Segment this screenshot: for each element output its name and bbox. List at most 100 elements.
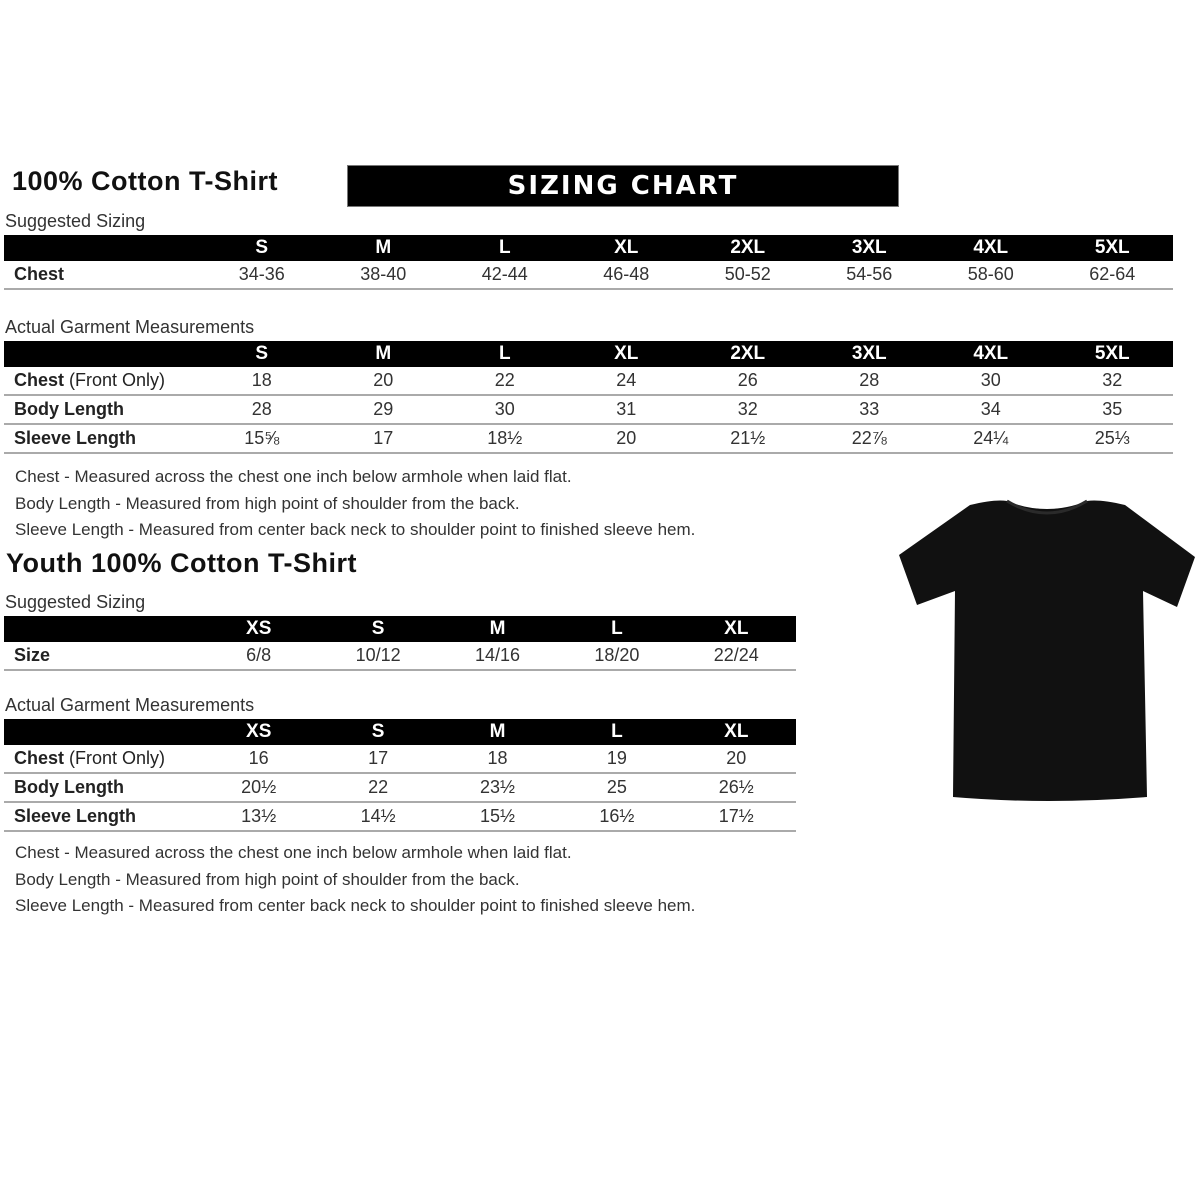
youth-actual-table: XS S M L XL Chest (Front Only) 16 17 18 19 20 Body … — [4, 719, 796, 832]
cell-value: 16 — [199, 745, 319, 774]
tshirt-icon — [899, 499, 1195, 801]
cell-value: 22 — [444, 367, 566, 396]
header-blank — [4, 235, 201, 261]
size-header-5xl: 5XL — [1051, 235, 1173, 261]
size-header-xl: XL — [565, 235, 687, 261]
size-header-m: M — [437, 616, 558, 642]
size-header-m: M — [322, 341, 444, 367]
cell-value: 42-44 — [444, 261, 566, 290]
row-label: Chest (Front Only) — [4, 367, 201, 396]
cell-value: 34-36 — [201, 261, 323, 290]
size-header-4xl: 4XL — [930, 235, 1052, 261]
cell-value: 16½ — [557, 802, 677, 832]
cell-value: 33 — [808, 395, 930, 425]
youth-notes: Chest - Measured across the chest one in… — [15, 840, 695, 920]
cell-value: 21½ — [687, 424, 809, 454]
cell-value: 18 — [437, 745, 558, 774]
cell-value: 18 — [201, 367, 323, 396]
size-header-l: L — [444, 235, 566, 261]
cell-value: 20½ — [199, 773, 319, 803]
cell-value: 20 — [322, 367, 444, 396]
table-row: Chest 34-36 38-40 42-44 46-48 50-52 54-56 58-60… — [4, 261, 1173, 290]
size-header-3xl: 3XL — [808, 235, 930, 261]
cell-value: 17 — [322, 424, 444, 454]
table-row: Body Length 20½ 22 23½ 25 26½ — [4, 773, 796, 803]
cell-value: 54-56 — [808, 261, 930, 290]
note-body-length: Body Length - Measured from high point o… — [15, 869, 520, 889]
sizing-chart-banner: SIZING CHART — [347, 165, 899, 207]
size-header-3xl: 3XL — [808, 341, 930, 367]
cell-value: 18/20 — [557, 642, 677, 671]
header-blank — [4, 616, 199, 642]
cell-value: 22⅞ — [808, 424, 930, 454]
cell-value: 13½ — [199, 802, 319, 832]
table-row: Sleeve Length 13½ 14½ 15½ 16½ 17½ — [4, 802, 796, 832]
cell-value: 20 — [565, 424, 687, 454]
size-header-l: L — [444, 341, 566, 367]
cell-value: 22/24 — [676, 642, 796, 671]
size-header-s: S — [201, 341, 323, 367]
cell-value: 15½ — [437, 802, 558, 832]
size-header-2xl: 2XL — [687, 235, 809, 261]
row-label: Body Length — [4, 395, 201, 425]
size-header-xl: XL — [676, 616, 796, 642]
cell-value: 50-52 — [687, 261, 809, 290]
table-row: Sleeve Length 15⅝ 17 18½ 20 21½ 22⅞ 24¼ 25⅓ — [4, 424, 1173, 454]
row-label: Sleeve Length — [4, 424, 201, 454]
header-blank — [4, 719, 199, 745]
row-label: Chest — [4, 261, 201, 290]
size-header-4xl: 4XL — [930, 341, 1052, 367]
cell-value: 14½ — [318, 802, 438, 832]
size-header-l: L — [557, 616, 677, 642]
note-sleeve-length: Sleeve Length - Measured from center bac… — [15, 896, 696, 915]
size-header-xs: XS — [199, 616, 319, 642]
row-label: Sleeve Length — [4, 802, 199, 832]
youth-title: Youth 100% Cotton T-Shirt — [6, 548, 357, 578]
cell-value: 23½ — [437, 773, 558, 803]
youth-actual-label: Actual Garment Measurements — [5, 695, 255, 715]
youth-suggested-label: Suggested Sizing — [5, 592, 146, 612]
size-header-xs: XS — [199, 719, 319, 745]
cell-value: 10/12 — [318, 642, 438, 671]
table-row: Size 6/8 10/12 14/16 18/20 22/24 — [4, 642, 796, 671]
table-row: Chest (Front Only) 16 17 18 19 20 — [4, 745, 796, 774]
cell-value: 25 — [557, 773, 677, 803]
size-header-s: S — [318, 719, 438, 745]
adult-actual-table: S M L XL 2XL 3XL 4XL 5XL Chest (Front Only) 18 20 2… — [4, 341, 1173, 454]
cell-value: 24¼ — [930, 424, 1052, 454]
size-header-row: XS S M L XL — [4, 719, 796, 745]
size-header-row: S M L XL 2XL 3XL 4XL 5XL — [4, 341, 1173, 367]
table-row: Chest (Front Only) 18 20 22 24 26 28 30 32 — [4, 367, 1173, 396]
cell-value: 30 — [444, 395, 566, 425]
cell-value: 62-64 — [1051, 261, 1173, 290]
cell-value: 25⅓ — [1051, 424, 1173, 454]
cell-value: 32 — [1051, 367, 1173, 396]
cell-value: 28 — [808, 367, 930, 396]
cell-value: 17½ — [676, 802, 796, 832]
row-label: Size — [4, 642, 199, 671]
cell-value: 58-60 — [930, 261, 1052, 290]
size-header-2xl: 2XL — [687, 341, 809, 367]
cell-value: 46-48 — [565, 261, 687, 290]
adult-notes: Chest - Measured across the chest one in… — [15, 464, 695, 544]
size-header-m: M — [322, 235, 444, 261]
header-blank — [4, 341, 201, 367]
cell-value: 29 — [322, 395, 444, 425]
cell-value: 15⅝ — [201, 424, 323, 454]
note-body-length: Body Length - Measured from high point o… — [15, 493, 520, 513]
note-chest: Chest - Measured across the chest one in… — [15, 843, 572, 862]
size-header-s: S — [318, 616, 438, 642]
cell-value: 34 — [930, 395, 1052, 425]
cell-value: 17 — [318, 745, 438, 774]
adult-title: 100% Cotton T-Shirt — [12, 166, 279, 196]
cell-value: 38-40 — [322, 261, 444, 290]
size-header-m: M — [437, 719, 558, 745]
adult-suggested-table: S M L XL 2XL 3XL 4XL 5XL Chest 34-36 38-40 42-44 46-… — [4, 235, 1173, 290]
size-header-row: XS S M L XL — [4, 616, 796, 642]
cell-value: 14/16 — [437, 642, 558, 671]
cell-value: 30 — [930, 367, 1052, 396]
size-header-s: S — [201, 235, 323, 261]
adult-actual-label: Actual Garment Measurements — [5, 317, 255, 337]
cell-value: 32 — [687, 395, 809, 425]
